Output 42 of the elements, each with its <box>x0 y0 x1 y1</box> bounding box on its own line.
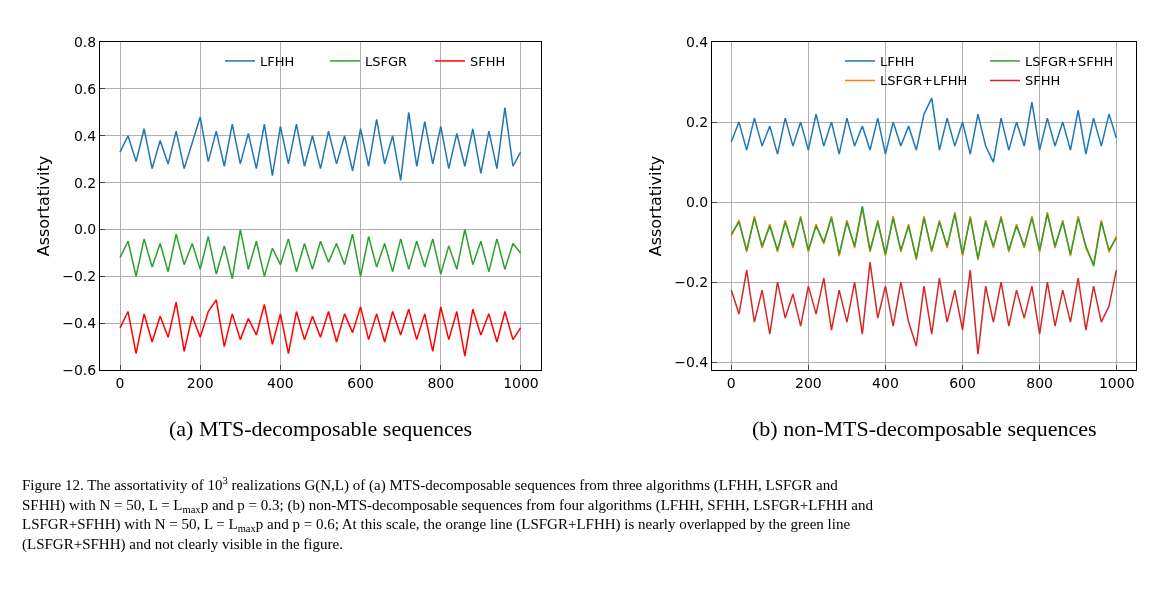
x-tick-label: 400 <box>267 374 294 391</box>
y-tick-label: −0.2 <box>62 268 97 285</box>
x-axis-title: (b) non-MTS-decomposable sequences <box>752 416 1097 441</box>
line-series <box>119 299 522 357</box>
legend-label: SFHH <box>470 53 506 69</box>
y-tick-label: 0.0 <box>685 193 709 210</box>
legend-label: LFHH <box>880 53 915 69</box>
y-tick-label: 0.4 <box>685 33 709 50</box>
x-tick-label: 600 <box>949 374 976 391</box>
legend-label: LFHH <box>260 53 295 69</box>
line-series <box>119 106 522 182</box>
x-tick-label: 1000 <box>1098 374 1135 391</box>
y-tick-label: −0.6 <box>62 362 97 378</box>
x-tick-label: 200 <box>794 374 822 391</box>
line-series <box>119 228 522 280</box>
line-series <box>730 261 1118 355</box>
legend-label: LSFGR+LFHH <box>880 73 968 89</box>
y-tick-label: 0.8 <box>73 33 97 50</box>
x-tick-label: 0 <box>726 374 736 391</box>
legend-label: LSFGR <box>365 53 408 69</box>
y-tick-label: 0.6 <box>73 80 97 97</box>
x-tick-label: 800 <box>427 374 455 391</box>
text: Figure 12. The assortativity of 10$^{3}$ realizations G(N,L) of (a) MTS-decomposable sequences from three algorithms (LFHH, LSFGR and SFHH) with N = 50, L = L$_{max}$p and p = 0.3; (b) non-MTS-decomposable sequences from four algorithms (LFHH, SFHH, LSFGR+LFHH and LSFGR+SFHH) with N = 50, L = L$_{max}$p and p = 0.6; At this scale, the orange line (LSFGR+LFHH) is nearly overlapped by the green line (LSFGR+SFHH) and not clearly visible in the figure. <box>22 475 873 552</box>
x-tick-label: 600 <box>347 374 374 391</box>
legend-label: SFHH <box>1025 73 1061 89</box>
y-tick-label: 0.2 <box>685 113 709 130</box>
y-tick-label: −0.4 <box>62 315 97 332</box>
y-axis-title: Assortativity <box>646 155 666 257</box>
y-tick-label: −0.4 <box>674 354 709 370</box>
y-tick-label: 0.4 <box>73 127 97 144</box>
y-tick-label: −0.2 <box>674 273 709 290</box>
y-tick-label: 0.0 <box>73 221 97 238</box>
x-tick-label: 1000 <box>503 374 539 391</box>
x-tick-label: 400 <box>872 374 899 391</box>
y-tick-label: 0.2 <box>73 174 97 191</box>
x-tick-label: 0 <box>115 374 125 391</box>
y-axis-title: Assortativity <box>34 155 54 257</box>
x-tick-label: 800 <box>1026 374 1054 391</box>
x-tick-label: 200 <box>186 374 214 391</box>
legend-label: LSFGR+SFHH <box>1025 53 1114 69</box>
x-axis-title: (a) MTS-decomposable sequences <box>169 416 473 441</box>
line-series <box>730 97 1118 163</box>
